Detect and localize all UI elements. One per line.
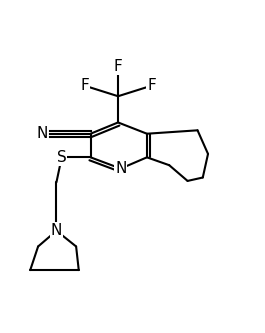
Text: F: F (114, 59, 122, 74)
Text: F: F (147, 78, 156, 93)
Text: S: S (57, 150, 67, 165)
Text: F: F (80, 78, 89, 93)
Text: N: N (115, 161, 126, 176)
Text: N: N (51, 223, 62, 238)
Text: N: N (36, 126, 48, 141)
